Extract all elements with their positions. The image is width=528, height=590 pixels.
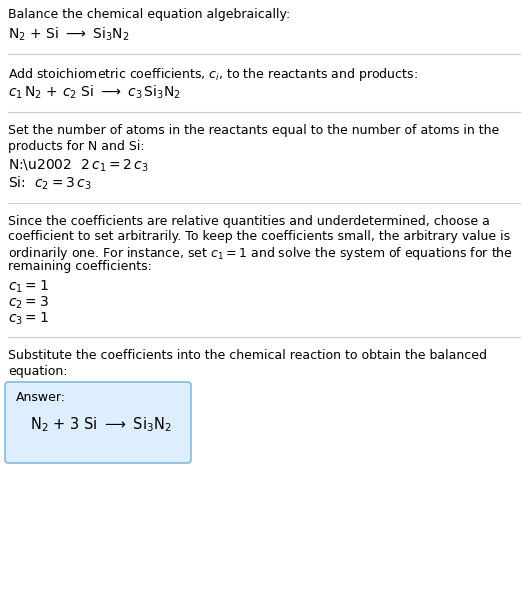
FancyBboxPatch shape [5,382,191,463]
Text: equation:: equation: [8,365,68,378]
Text: $c_3 = 1$: $c_3 = 1$ [8,311,49,327]
Text: products for N and Si:: products for N and Si: [8,140,145,153]
Text: $c_1\,\mathrm{N_2}$ + $c_2$ Si $\longrightarrow$ $c_3\,\mathrm{Si_3N_2}$: $c_1\,\mathrm{N_2}$ + $c_2$ Si $\longrig… [8,84,181,101]
Text: Substitute the coefficients into the chemical reaction to obtain the balanced: Substitute the coefficients into the che… [8,349,487,362]
Text: Answer:: Answer: [16,391,66,404]
Text: $\mathrm{N_2}$ + 3 Si $\longrightarrow$ $\mathrm{Si_3N_2}$: $\mathrm{N_2}$ + 3 Si $\longrightarrow$ … [30,415,172,434]
Text: $c_1 = 1$: $c_1 = 1$ [8,279,49,296]
Text: $c_2 = 3$: $c_2 = 3$ [8,295,49,312]
Text: Since the coefficients are relative quantities and underdetermined, choose a: Since the coefficients are relative quan… [8,215,490,228]
Text: remaining coefficients:: remaining coefficients: [8,260,152,273]
Text: Set the number of atoms in the reactants equal to the number of atoms in the: Set the number of atoms in the reactants… [8,124,499,137]
Text: Balance the chemical equation algebraically:: Balance the chemical equation algebraica… [8,8,290,21]
Text: Add stoichiometric coefficients, $c_i$, to the reactants and products:: Add stoichiometric coefficients, $c_i$, … [8,66,418,83]
Text: $\mathrm{N_2}$ + Si $\longrightarrow$ $\mathrm{Si_3N_2}$: $\mathrm{N_2}$ + Si $\longrightarrow$ $\… [8,26,129,44]
Text: coefficient to set arbitrarily. To keep the coefficients small, the arbitrary va: coefficient to set arbitrarily. To keep … [8,230,510,243]
Text: ordinarily one. For instance, set $c_1 = 1$ and solve the system of equations fo: ordinarily one. For instance, set $c_1 =… [8,245,513,262]
Text: N:\u2002  $2\,c_1 = 2\,c_3$: N:\u2002 $2\,c_1 = 2\,c_3$ [8,158,149,175]
Text: Si:  $c_2 = 3\,c_3$: Si: $c_2 = 3\,c_3$ [8,175,91,192]
